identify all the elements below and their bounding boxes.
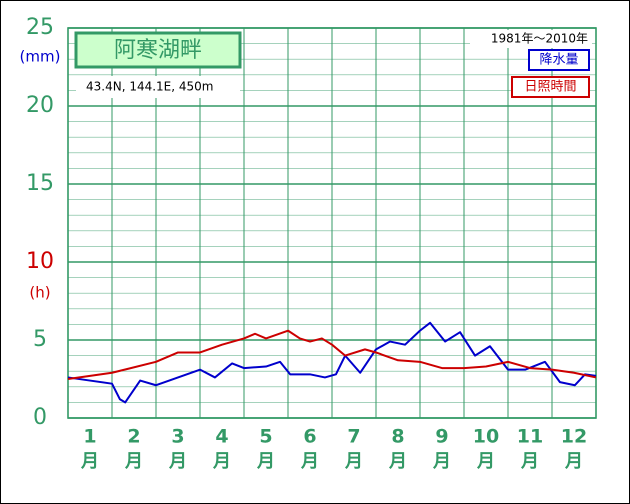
x-tick-unit: 月 [168,451,187,472]
legend-box [511,76,590,98]
y-unit-label: (mm) [20,48,61,66]
y-tick-label: 20 [26,93,54,118]
x-tick-label: 3 [171,426,184,448]
x-tick-unit: 月 [432,451,451,472]
x-tick-label: 2 [127,426,140,448]
x-tick-unit: 月 [212,451,231,472]
x-tick-unit: 月 [124,451,143,472]
y-tick-label: 0 [33,405,47,430]
legend-label: 降水量 [539,53,578,68]
chart-title: 阿寒湖畔 [114,38,202,63]
x-tick-unit: 月 [564,451,583,472]
x-tick-label: 5 [259,426,272,448]
x-tick-unit: 月 [300,451,319,472]
period-bg [470,30,592,48]
x-tick-label: 4 [215,426,228,448]
legend-box [528,49,590,71]
x-tick-label: 9 [435,426,448,448]
legend-label: 日照時間 [524,80,576,95]
y-tick-label: 10 [26,249,54,274]
x-tick-unit: 月 [256,451,275,472]
series-line [67,329,597,380]
x-tick-label: 6 [303,426,316,448]
x-tick-label: 12 [561,426,587,448]
y-tick-label: 25 [26,15,54,40]
x-tick-label: 10 [473,426,499,448]
subtitle: 43.4N, 144.1E, 450m [86,80,213,94]
y-tick-label: 5 [33,327,47,352]
y-unit-label: (h) [29,284,50,302]
x-tick-label: 11 [517,426,543,448]
x-tick-unit: 月 [80,451,99,472]
x-tick-unit: 月 [388,451,407,472]
subtitle-bg [76,76,240,98]
x-tick-unit: 月 [520,451,539,472]
y-tick-label: 15 [26,171,54,196]
x-tick-unit: 月 [344,451,363,472]
title-box [74,31,242,69]
x-tick-label: 7 [347,426,360,448]
period: 1981年～2010年 [491,32,588,46]
series-line [67,321,597,404]
x-tick-label: 8 [391,426,404,448]
plot-border [67,27,597,419]
x-tick-unit: 月 [476,451,495,472]
x-tick-label: 1 [83,426,96,448]
